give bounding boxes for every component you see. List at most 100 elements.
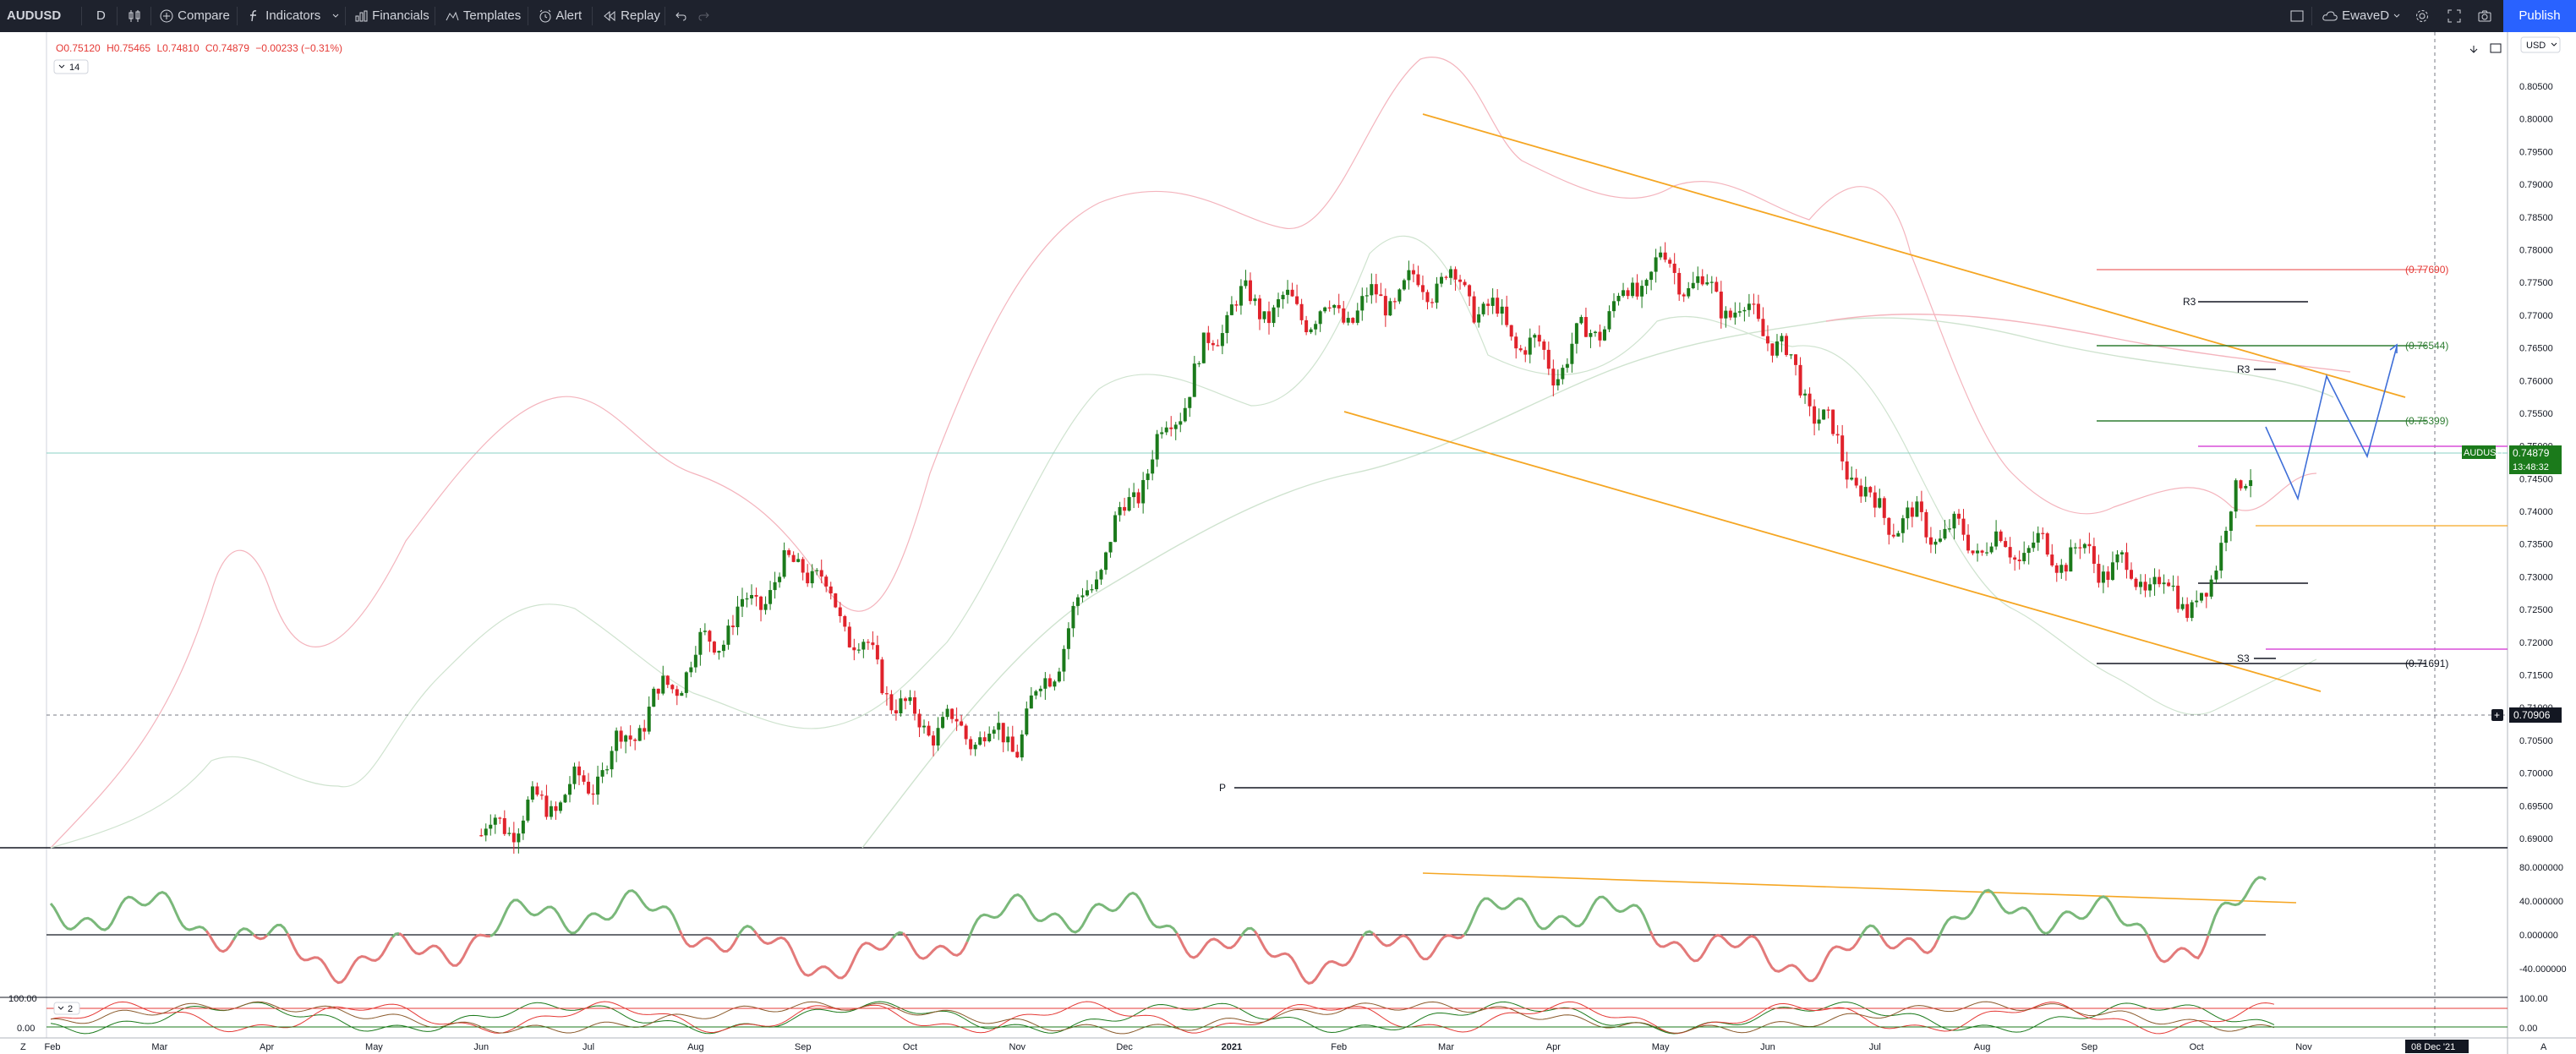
candle-body — [1943, 528, 1947, 539]
candle-body — [1267, 311, 1272, 324]
candle-body — [2110, 562, 2114, 581]
templates-button[interactable]: Templates — [445, 0, 521, 32]
candle-body — [2200, 593, 2204, 601]
candle-body — [2078, 547, 2082, 549]
candle-body — [969, 739, 973, 750]
ohlc-close: C0.74879 — [205, 42, 249, 54]
candle-body — [1496, 298, 1500, 314]
rsi-line-segment — [391, 931, 400, 939]
scroll-to-latest-button[interactable] — [2469, 46, 2478, 53]
candle-body — [2026, 548, 2031, 554]
rsi-line-segment — [965, 891, 1179, 942]
financials-button[interactable]: Financials — [353, 0, 429, 32]
auto-scale-toggle[interactable]: A — [2540, 1042, 2547, 1052]
candle-body — [647, 707, 651, 732]
candle-body — [2022, 553, 2026, 561]
candle-body — [2162, 582, 2166, 585]
candle-body — [1132, 492, 1136, 498]
replay-button[interactable]: Replay — [602, 0, 660, 32]
rsi-axis: 80.000000 40.000000 0.000000 -40.000000 — [2519, 863, 2567, 975]
candle-body — [1896, 532, 1901, 537]
reset-scale-button[interactable] — [2490, 43, 2502, 53]
candle-body — [1123, 506, 1127, 511]
projection-arrow-icon — [2389, 343, 2398, 353]
toolbar-divider — [150, 7, 151, 25]
candle-body — [1066, 628, 1070, 649]
candle-body — [1976, 550, 1980, 554]
candle-body — [1961, 518, 1966, 535]
candle-body — [587, 781, 591, 794]
candle-body — [1430, 302, 1434, 303]
candle-body — [502, 818, 506, 834]
candle-body — [945, 708, 949, 718]
fib-label-077690: (0.77690) — [2405, 264, 2448, 276]
candle-body — [1863, 487, 1868, 497]
candle-body — [1244, 280, 1248, 287]
candle-body — [1761, 319, 1765, 336]
chart-type-button[interactable] — [127, 0, 142, 32]
chart-area[interactable]: (0.77690) (0.76544) (0.75399) (0.71691) … — [0, 32, 2576, 1054]
rsi-line-segment — [2146, 934, 2210, 964]
candle-body — [619, 730, 623, 742]
time-axis-label: May — [365, 1042, 383, 1052]
candle-body — [1845, 461, 1849, 480]
candle-body — [1509, 325, 1513, 337]
candle-body — [517, 833, 521, 843]
candle-body — [806, 572, 810, 584]
go-to-start-button[interactable]: Z — [20, 1042, 26, 1052]
time-axis-label: Feb — [45, 1042, 61, 1052]
undo-button[interactable] — [673, 0, 688, 32]
price-axis[interactable]: 0.80500 0.80000 0.79500 0.79000 0.78500 0.780… — [2519, 82, 2553, 844]
candle-body — [1500, 306, 1504, 314]
candle-body — [521, 820, 525, 834]
candle-body — [1080, 595, 1085, 598]
candle-body — [493, 817, 497, 825]
candlestick-series — [479, 242, 2253, 854]
candle-body — [1528, 337, 1532, 355]
candle-body — [1355, 310, 1359, 323]
fullscreen-button[interactable] — [2447, 0, 2462, 32]
candle-body — [554, 806, 558, 811]
candle-body — [1407, 270, 1411, 281]
candle-body — [1775, 341, 1779, 356]
candle-body — [1062, 648, 1066, 672]
candle-body — [535, 786, 539, 795]
candle-body — [1365, 295, 1369, 297]
candle-body — [549, 806, 553, 817]
stoch-collapse-button[interactable]: 2 — [53, 1002, 80, 1015]
candle-body — [2244, 485, 2248, 489]
compare-button[interactable]: Compare — [159, 0, 230, 32]
candle-body — [1463, 281, 1467, 286]
candle-body — [1514, 336, 1518, 349]
time-axis[interactable]: Feb Mar Apr May Jun Jul Aug Sep Oct Nov Dec 2021 Feb… — [45, 1042, 2313, 1052]
publish-button[interactable]: Publish — [2503, 0, 2576, 32]
rsi-line-segment — [891, 931, 904, 939]
candle-body — [684, 672, 688, 693]
snapshot-button[interactable] — [2477, 0, 2492, 32]
candle-body — [1309, 329, 1313, 333]
alert-label: Alert — [555, 8, 582, 23]
time-axis-label: Jul — [1869, 1042, 1881, 1052]
pivot-label-s3: S3 — [2237, 653, 2250, 664]
undo-icon — [675, 12, 686, 21]
indicator-collapse-button[interactable]: 14 — [53, 59, 89, 74]
interval-button[interactable]: D — [96, 8, 106, 23]
stoch-line — [50, 1001, 2275, 1035]
alert-button[interactable]: Alert — [538, 0, 582, 32]
add-alert-button[interactable] — [2491, 709, 2503, 721]
settings-button[interactable] — [2415, 0, 2430, 32]
symbol-search-button[interactable]: AUDUSD — [7, 8, 62, 23]
candle-body — [2008, 547, 2012, 558]
candle-body — [2171, 585, 2175, 587]
financials-label: Financials — [372, 8, 429, 23]
layout-name-button[interactable]: EwaveD — [2322, 0, 2401, 32]
redo-button[interactable] — [697, 0, 712, 32]
indicators-button[interactable]: Indicators — [247, 0, 320, 32]
candle-body — [1192, 363, 1196, 397]
indicators-dropdown[interactable] — [331, 0, 340, 32]
currency-selector[interactable] — [2520, 36, 2561, 53]
candle-body — [773, 582, 777, 591]
price-axis-label: 0.72000 — [2519, 638, 2553, 648]
layout-toggle-button[interactable] — [2289, 0, 2305, 32]
candle-body — [1025, 708, 1029, 735]
